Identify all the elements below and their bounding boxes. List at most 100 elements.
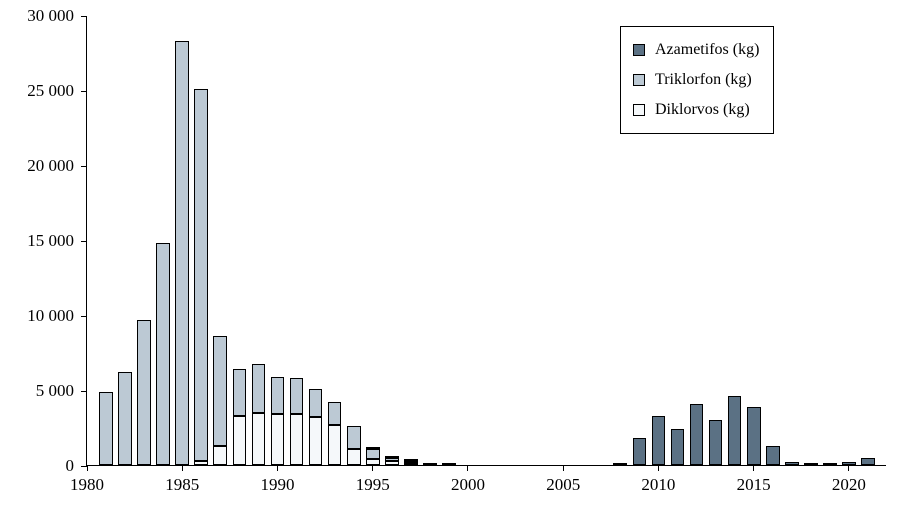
bar-segment-triklorfon (233, 369, 247, 416)
legend-item-triklorfon: Triklorfon (kg) (633, 65, 759, 95)
bar-2005 (556, 15, 570, 465)
bar-1994 (347, 15, 361, 465)
bar-2017 (785, 15, 799, 465)
bar-1983 (137, 15, 151, 465)
bar-segment-triklorfon (99, 392, 113, 466)
bar-segment-triklorfon (347, 426, 361, 449)
bar-segment-azametifos (613, 463, 627, 465)
bar-2003 (518, 15, 532, 465)
bar-segment-azametifos (671, 429, 685, 465)
y-tick-label: 5 000 (4, 381, 74, 401)
bar-segment-azametifos (423, 463, 437, 465)
bar-2000 (461, 15, 475, 465)
legend-label-diklorvos: Diklorvos (kg) (655, 101, 750, 119)
bar-segment-azametifos (728, 396, 742, 465)
x-tick-mark (87, 465, 88, 471)
x-tick-mark (277, 465, 278, 471)
bar-2007 (594, 15, 608, 465)
bar-1991 (290, 15, 304, 465)
y-tick-mark (81, 316, 87, 317)
bar-segment-diklorvos (347, 449, 361, 466)
bar-1995 (366, 15, 380, 465)
x-tick-mark (563, 465, 564, 471)
x-tick-label: 2005 (546, 475, 580, 495)
bar-segment-azametifos (861, 458, 875, 466)
x-tick-label: 2015 (737, 475, 771, 495)
bar-segment-azametifos (633, 438, 647, 465)
bar-2002 (499, 15, 513, 465)
bar-2018 (804, 15, 818, 465)
bar-segment-triklorfon (271, 377, 285, 415)
bar-1981 (99, 15, 113, 465)
x-tick-mark (753, 465, 754, 471)
bar-segment-triklorfon (309, 389, 323, 418)
bar-segment-diklorvos (366, 459, 380, 465)
bar-segment-triklorfon (366, 449, 380, 460)
y-tick-mark (81, 241, 87, 242)
bar-2020 (842, 15, 856, 465)
bar-segment-diklorvos (213, 446, 227, 466)
legend-item-azametifos: Azametifos (kg) (633, 35, 759, 65)
bar-segment-azametifos (442, 463, 456, 465)
bar-segment-triklorfon (385, 458, 399, 461)
y-tick-label: 25 000 (4, 81, 74, 101)
legend-swatch-azametifos (633, 44, 645, 56)
y-tick-mark (81, 166, 87, 167)
y-tick-label: 20 000 (4, 156, 74, 176)
y-tick-mark (81, 391, 87, 392)
bar-segment-azametifos (785, 462, 799, 465)
bar-1986 (194, 15, 208, 465)
y-tick-label: 15 000 (4, 231, 74, 251)
bar-1999 (442, 15, 456, 465)
bar-segment-azametifos (804, 463, 818, 465)
bar-segment-diklorvos (271, 414, 285, 465)
legend-swatch-diklorvos (633, 104, 645, 116)
bar-segment-triklorfon (156, 243, 170, 465)
bar-segment-diklorvos (404, 463, 418, 465)
x-tick-mark (372, 465, 373, 471)
bar-2001 (480, 15, 494, 465)
bar-segment-diklorvos (328, 425, 342, 466)
y-tick-mark (81, 16, 87, 17)
bar-segment-diklorvos (290, 414, 304, 465)
bar-segment-diklorvos (233, 416, 247, 466)
x-tick-mark (848, 465, 849, 471)
bar-segment-triklorfon (137, 320, 151, 466)
bar-1985 (175, 15, 189, 465)
legend-label-azametifos: Azametifos (kg) (655, 41, 759, 59)
bar-segment-triklorfon (194, 89, 208, 461)
x-tick-mark (658, 465, 659, 471)
bar-segment-azametifos (652, 416, 666, 466)
bar-2019 (823, 15, 837, 465)
bar-segment-triklorfon (213, 336, 227, 446)
bar-segment-azametifos (690, 404, 704, 465)
bar-1984 (156, 15, 170, 465)
x-tick-mark (182, 465, 183, 471)
y-tick-label: 30 000 (4, 6, 74, 26)
bar-segment-triklorfon (175, 41, 189, 465)
bar-segment-azametifos (385, 456, 399, 458)
bar-1996 (385, 15, 399, 465)
bar-2021 (861, 15, 875, 465)
bar-segment-diklorvos (385, 461, 399, 465)
bar-segment-azametifos (709, 420, 723, 465)
x-tick-label: 2000 (451, 475, 485, 495)
legend: Azametifos (kg) Triklorfon (kg) Diklorvos … (620, 26, 774, 134)
bar-1989 (252, 15, 266, 465)
bar-segment-triklorfon (290, 378, 304, 414)
bar-segment-azametifos (766, 446, 780, 466)
legend-label-triklorfon: Triklorfon (kg) (655, 71, 752, 89)
x-tick-mark (467, 465, 468, 471)
bar-1988 (233, 15, 247, 465)
x-tick-label: 1985 (165, 475, 199, 495)
bar-segment-diklorvos (194, 461, 208, 466)
x-tick-label: 2010 (641, 475, 675, 495)
y-tick-label: 0 (4, 456, 74, 476)
bar-segment-azametifos (747, 407, 761, 465)
bar-1990 (271, 15, 285, 465)
bar-2006 (575, 15, 589, 465)
x-tick-label: 1995 (356, 475, 390, 495)
bar-segment-azametifos (404, 459, 418, 461)
bar-segment-azametifos (823, 463, 837, 465)
x-tick-label: 2020 (832, 475, 866, 495)
